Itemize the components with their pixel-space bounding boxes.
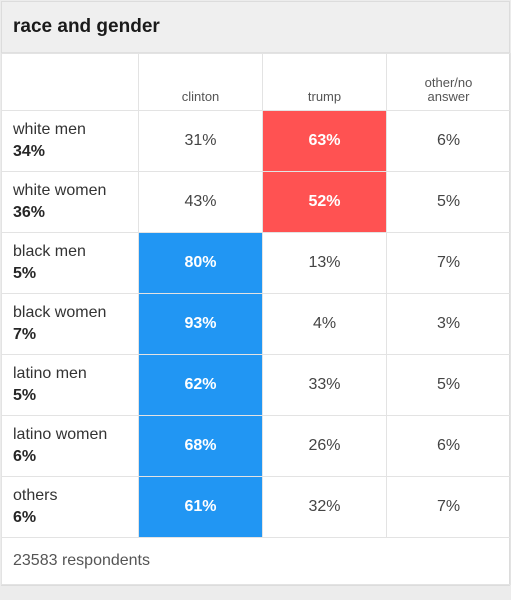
group-share: 7% <box>13 326 37 343</box>
cell-trump: 4% <box>262 293 387 355</box>
cell-other: 5% <box>386 171 511 233</box>
cell-clinton: 80% <box>138 232 263 294</box>
table-row: latino men 5% 62% 33% 5% <box>1 354 511 416</box>
header-other: other/no answer <box>386 53 511 111</box>
header-clinton: clinton <box>138 53 263 111</box>
cell-other: 6% <box>386 110 511 172</box>
cell-trump: 13% <box>262 232 387 294</box>
row-label: latino women 6% <box>1 415 139 477</box>
group-name: latino men <box>13 365 87 382</box>
group-share: 36% <box>13 204 46 221</box>
table-title: race and gender <box>2 2 509 53</box>
row-label: others 6% <box>1 476 139 538</box>
cell-clinton: 68% <box>138 415 263 477</box>
cell-other: 7% <box>386 476 511 538</box>
respondents-count: 23583 respondents <box>1 537 511 585</box>
results-table: clinton trump other/no answer white men 3… <box>1 53 511 585</box>
table-row: others 6% 61% 32% 7% <box>1 476 511 538</box>
group-share: 6% <box>13 448 37 465</box>
table-row: latino women 6% 68% 26% 6% <box>1 415 511 477</box>
cell-trump: 32% <box>262 476 387 538</box>
header-blank <box>1 53 139 111</box>
group-share: 5% <box>13 265 37 282</box>
cell-clinton: 93% <box>138 293 263 355</box>
cell-clinton: 62% <box>138 354 263 416</box>
group-name: black men <box>13 243 86 260</box>
cell-trump: 26% <box>262 415 387 477</box>
group-share: 6% <box>13 509 37 526</box>
group-name: others <box>13 487 58 504</box>
cell-other: 7% <box>386 232 511 294</box>
row-label: white women 36% <box>1 171 139 233</box>
results-card: race and gender clinton trump other/no a… <box>1 1 511 586</box>
cell-trump: 63% <box>262 110 387 172</box>
cell-other: 5% <box>386 354 511 416</box>
row-label: latino men 5% <box>1 354 139 416</box>
cell-other: 3% <box>386 293 511 355</box>
cell-clinton: 61% <box>138 476 263 538</box>
cell-other: 6% <box>386 415 511 477</box>
table-row: white women 36% 43% 52% 5% <box>1 171 511 233</box>
cell-trump: 52% <box>262 171 387 233</box>
group-name: latino women <box>13 426 108 443</box>
cell-clinton: 43% <box>138 171 263 233</box>
table-row: white men 34% 31% 63% 6% <box>1 110 511 172</box>
cell-trump: 33% <box>262 354 387 416</box>
group-name: black women <box>13 304 107 321</box>
header-other-label: other/no answer <box>424 75 473 104</box>
table-row: black women 7% 93% 4% 3% <box>1 293 511 355</box>
row-label: white men 34% <box>1 110 139 172</box>
group-name: white men <box>13 121 86 138</box>
header-row: clinton trump other/no answer <box>1 53 511 111</box>
cell-clinton: 31% <box>138 110 263 172</box>
header-trump: trump <box>262 53 387 111</box>
group-name: white women <box>13 182 107 199</box>
table-row: black men 5% 80% 13% 7% <box>1 232 511 294</box>
row-label: black women 7% <box>1 293 139 355</box>
row-label: black men 5% <box>1 232 139 294</box>
group-share: 5% <box>13 387 37 404</box>
group-share: 34% <box>13 143 46 160</box>
footer-row: 23583 respondents <box>1 537 511 585</box>
